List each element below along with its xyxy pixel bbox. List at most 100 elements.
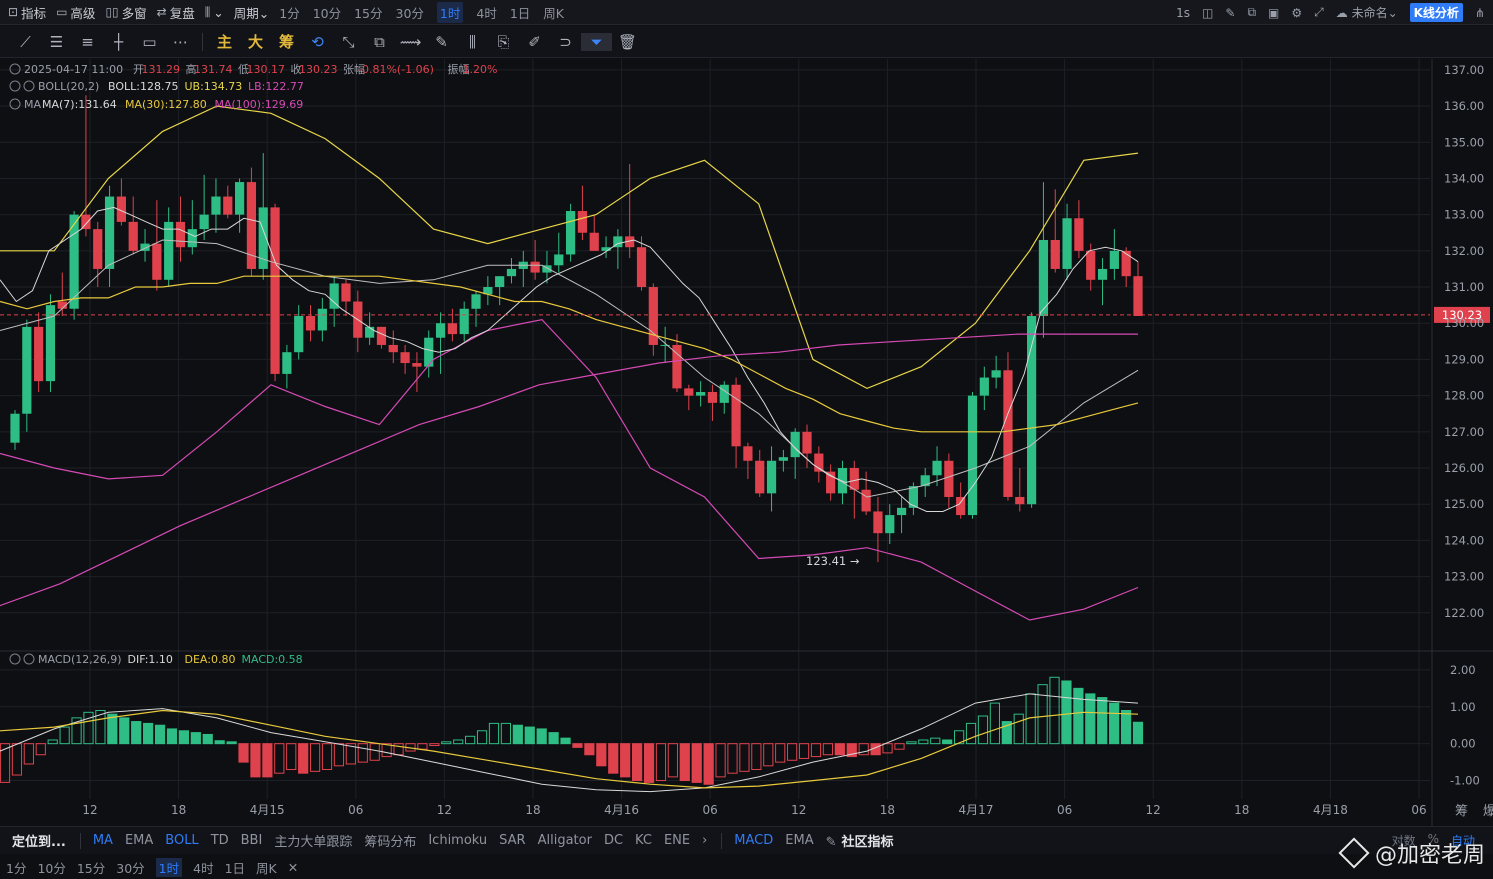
topbar-item-1[interactable]: ▭ 高级 — [56, 3, 95, 22]
candle-up[interactable] — [294, 305, 304, 360]
ruler-icon[interactable]: ⟿ — [399, 32, 422, 51]
candle-up[interactable] — [542, 250, 552, 284]
timeframe-tab[interactable]: 15分 — [354, 5, 383, 21]
interval-label[interactable]: 1s — [1176, 5, 1191, 20]
trend-line-icon[interactable]: ⟋ — [20, 32, 31, 51]
candle-up[interactable] — [1062, 203, 1072, 280]
candle-up[interactable] — [164, 207, 174, 288]
timeframe-button[interactable]: 周K — [256, 860, 277, 876]
close-icon[interactable]: ✕ — [287, 859, 299, 875]
candle-down[interactable] — [589, 214, 599, 251]
pen-icon[interactable]: ✎ — [1225, 5, 1236, 20]
percent-scale-button[interactable]: % — [1427, 832, 1439, 846]
parallel-lines-icon[interactable]: ≡ — [81, 32, 94, 51]
save-icon[interactable]: ▣ — [1268, 5, 1280, 20]
candle-down[interactable] — [246, 167, 257, 277]
timeframe-tab[interactable]: 周K — [543, 5, 564, 21]
sub-indicator-tab[interactable]: EMA — [785, 833, 814, 848]
candle-up[interactable] — [979, 366, 989, 411]
candle-down[interactable] — [672, 334, 682, 393]
rectangle-icon[interactable]: ▭ — [142, 32, 157, 51]
candle-down[interactable] — [577, 185, 588, 240]
candle-down[interactable] — [81, 95, 91, 237]
candle-down[interactable] — [1133, 261, 1143, 316]
candle-up[interactable] — [211, 178, 221, 233]
timeframe-button[interactable]: 1分 — [6, 860, 27, 876]
main-indicator-tab[interactable]: SAR — [499, 833, 526, 848]
alert-icon[interactable] — [9, 98, 21, 110]
timeframe-button[interactable]: 10分 — [37, 860, 66, 876]
candle-up[interactable] — [329, 276, 339, 327]
candle-up[interactable] — [660, 326, 670, 364]
candle-down[interactable] — [861, 471, 871, 516]
note-icon[interactable]: ✐ — [528, 32, 541, 51]
main-indicator-tab[interactable]: 筹码分布 — [364, 835, 417, 850]
price-axis[interactable]: 137.00 136.00 135.00 134.00 133.00 132.00 131.… — [1444, 63, 1484, 788]
candle-down[interactable] — [93, 221, 103, 288]
candle-up[interactable] — [282, 344, 292, 389]
chip-tool-button[interactable]: 主 — [216, 33, 232, 51]
candle-down[interactable] — [305, 305, 316, 342]
candle-up[interactable] — [1097, 258, 1108, 306]
candle-down[interactable] — [731, 377, 741, 469]
candle-up[interactable] — [1027, 312, 1037, 508]
candle-up[interactable] — [991, 355, 1001, 389]
candle-down[interactable] — [152, 200, 162, 291]
timeframe-button[interactable]: 1日 — [224, 860, 246, 876]
timeframe-button[interactable]: 15分 — [76, 860, 106, 876]
main-indicator-tab[interactable]: ENE — [663, 833, 691, 848]
candle-down[interactable] — [388, 330, 398, 364]
clipboard-icon[interactable]: ⎘ — [497, 32, 510, 51]
candle-up[interactable] — [365, 312, 375, 345]
chevron-right-icon[interactable]: › — [702, 833, 708, 848]
fullscreen-icon[interactable]: ⤢ — [1314, 5, 1324, 19]
candle-up[interactable] — [790, 428, 800, 479]
topbar-item-5[interactable]: 周期⌄ — [234, 3, 269, 22]
auto-scale-button[interactable]: 自动 — [1450, 834, 1475, 848]
measure-icon[interactable]: ⤡ — [342, 32, 355, 51]
main-indicator-tab[interactable]: Ichimoku — [428, 833, 488, 848]
horizontal-lines-icon[interactable]: ☰ — [49, 32, 64, 51]
trash-icon[interactable]: 🗑 — [617, 32, 638, 51]
candle-up[interactable] — [69, 211, 79, 320]
candle-down[interactable] — [648, 283, 658, 356]
timeframe-button[interactable]: 30分 — [116, 860, 145, 876]
candle-down[interactable] — [956, 482, 966, 519]
candle-down[interactable] — [341, 279, 351, 316]
candle-down[interactable] — [1015, 468, 1025, 512]
candle-down[interactable] — [447, 308, 457, 342]
timeframe-tab[interactable]: 10分 — [312, 5, 342, 21]
candle-up[interactable] — [565, 203, 576, 262]
main-indicator-tab[interactable]: TD — [210, 833, 229, 848]
candle-up[interactable] — [235, 178, 245, 233]
candle-down[interactable] — [270, 203, 280, 382]
main-indicator-tab[interactable]: Alligator — [537, 833, 592, 848]
chip-tool-button[interactable]: 大 — [247, 33, 263, 51]
candle-down[interactable] — [400, 344, 410, 374]
cross-line-icon[interactable]: ┼ — [113, 32, 124, 51]
candle-down[interactable] — [814, 446, 824, 483]
timeframe-tab[interactable]: 1时 — [436, 1, 464, 23]
collapse-icon[interactable] — [9, 653, 21, 665]
candle-up[interactable] — [967, 392, 978, 519]
candle-up[interactable] — [613, 229, 623, 269]
collapse-icon[interactable] — [9, 63, 21, 75]
time-axis[interactable]: 12 18 4月15 06 12 18 4月16 06 12 18 4月17 06 12 18 4月18 06 — [82, 803, 1426, 817]
candle-up[interactable] — [435, 312, 446, 374]
candle-down[interactable] — [944, 453, 954, 508]
candle-up[interactable] — [932, 446, 942, 487]
topbar-item-4[interactable]: ⫼ ⌄ — [205, 5, 224, 20]
candles-icon[interactable]: ⫼ — [469, 32, 476, 51]
community-indicator-button[interactable]: ✎ 社区指标 — [826, 831, 894, 850]
candle-up[interactable] — [495, 276, 505, 306]
timeframe-tab[interactable]: 30分 — [395, 5, 424, 21]
candle-up[interactable] — [601, 236, 611, 259]
main-indicator-tab[interactable]: BOLL — [165, 833, 199, 848]
candle-up[interactable] — [140, 229, 150, 262]
replay-icon[interactable]: ⟲ — [311, 32, 324, 51]
candle-up[interactable] — [766, 446, 777, 512]
log-scale-button[interactable]: 对数 — [1391, 834, 1416, 848]
candle-up[interactable] — [459, 301, 469, 342]
candle-up[interactable] — [696, 381, 706, 407]
candle-up[interactable] — [1038, 182, 1049, 338]
